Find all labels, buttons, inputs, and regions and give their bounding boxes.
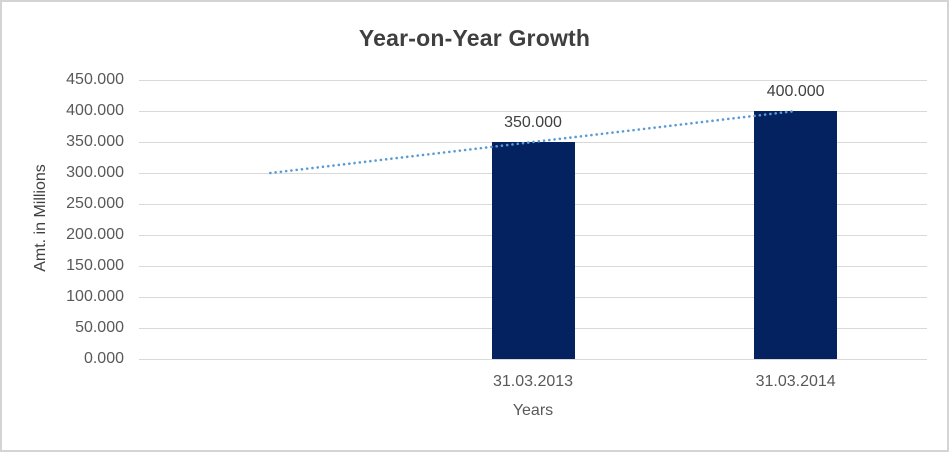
y-tick-label: 150.000 bbox=[66, 257, 124, 274]
data-label: 350.000 bbox=[504, 114, 562, 131]
y-tick-label: 100.000 bbox=[66, 288, 124, 305]
y-tick-label: 50.000 bbox=[75, 319, 124, 336]
chart-title: Year-on-Year Growth bbox=[358, 25, 591, 51]
data-label: 400.000 bbox=[766, 83, 825, 100]
gridline bbox=[139, 358, 927, 360]
y-tick-label: 0.000 bbox=[83, 350, 124, 367]
x-tick-label: 31.03.2014 bbox=[755, 373, 836, 390]
y-tick-label: 300.000 bbox=[66, 164, 124, 181]
bar-31.03.2014 bbox=[754, 111, 838, 359]
y-tick-label: 400.000 bbox=[66, 102, 124, 119]
gridline bbox=[139, 79, 927, 81]
y-tick-label: 350.000 bbox=[66, 133, 124, 150]
y-tick-label: 250.000 bbox=[66, 195, 124, 212]
bar-31.03.2013 bbox=[491, 142, 575, 359]
x-axis-title: Years bbox=[512, 402, 554, 419]
x-tick-label: 31.03.2013 bbox=[492, 373, 574, 390]
y-tick-label: 450.000 bbox=[66, 71, 124, 88]
y-tick-label: 200.000 bbox=[66, 226, 124, 243]
